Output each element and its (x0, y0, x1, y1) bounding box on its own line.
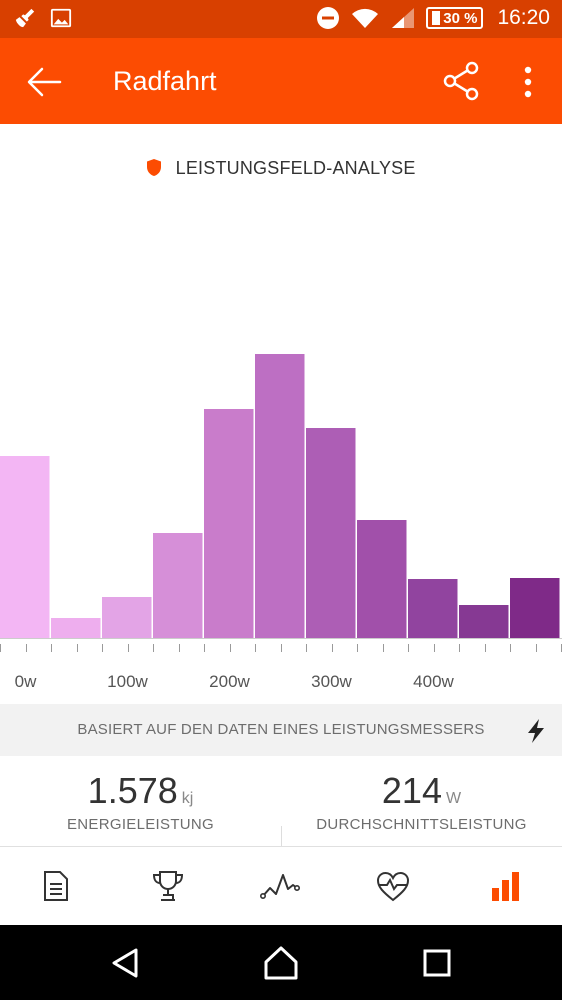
wifi-icon (352, 8, 379, 28)
heart-rate-icon (376, 871, 410, 902)
broom-icon (15, 8, 35, 28)
back-arrow-icon[interactable] (24, 62, 64, 102)
power-meter-note: BASIERT AUF DEN DATEN EINES LEISTUNGSMES… (77, 721, 485, 738)
histogram-bar (357, 520, 407, 638)
average-power-unit: W (445, 790, 462, 807)
chart-bars (0, 354, 560, 638)
activity-graph-icon (260, 874, 300, 899)
info-strip: BASIERT AUF DEN DATEN EINES LEISTUNGSMES… (0, 704, 562, 756)
x-tick-label: 400w (413, 672, 454, 691)
status-bar: 30 % 16:20 (0, 0, 562, 38)
histogram-bar (51, 618, 101, 638)
stats-panel: 1.578 kj ENERGIELEISTUNG 214 W DURCHSCHNIT… (0, 756, 562, 846)
chart-axis (0, 638, 562, 652)
energy-value: 1.578 (87, 770, 178, 811)
x-tick-label: 100w (107, 672, 148, 691)
tab-overview[interactable] (0, 847, 112, 925)
tab-power-analysis[interactable] (450, 847, 562, 925)
histogram-bar (459, 605, 509, 638)
app-bar: Radfahrt (0, 38, 562, 124)
histogram-bar (204, 409, 254, 638)
battery-indicator: 30 % (426, 7, 484, 29)
nav-home-icon[interactable] (261, 943, 301, 983)
histogram-bar (255, 354, 305, 638)
more-options-icon[interactable] (518, 64, 538, 100)
histogram-bar (306, 428, 356, 638)
chart-tick-labels: 0w 100w 200w 300w 400w (15, 672, 455, 691)
tab-bar (0, 847, 562, 925)
clock: 16:20 (497, 6, 550, 29)
energy-stat: 1.578 kj ENERGIELEISTUNG (0, 756, 281, 846)
histogram-bar (0, 456, 50, 638)
image-icon (50, 8, 72, 28)
shield-icon (147, 159, 162, 176)
do-not-disturb-icon (317, 7, 340, 29)
document-icon (44, 871, 68, 901)
signal-icon (392, 8, 415, 28)
system-navigation-bar (0, 925, 562, 1000)
histogram-bar (408, 579, 458, 638)
section-title: LEISTUNGSFELD-ANALYSE (175, 158, 416, 178)
section-heading: LEISTUNGSFELD-ANALYSE (0, 158, 562, 179)
histogram-bar (153, 533, 203, 638)
histogram-bar (102, 597, 152, 638)
tabbar-divider (0, 846, 562, 847)
nav-recents-icon[interactable] (417, 943, 457, 983)
power-distribution-chart: 0w 100w 200w 300w 400w (0, 354, 562, 691)
histogram-bar (510, 578, 560, 638)
battery-level: 30 % (443, 9, 478, 27)
stats-divider (281, 826, 282, 846)
nav-back-icon[interactable] (106, 943, 146, 983)
tab-achievements[interactable] (112, 847, 224, 925)
tab-heart-rate[interactable] (337, 847, 449, 925)
average-power-value: 214 (381, 770, 442, 811)
share-icon[interactable] (440, 60, 482, 102)
x-tick-label: 200w (209, 672, 250, 691)
tab-segments[interactable] (224, 847, 336, 925)
energy-label: ENERGIELEISTUNG (66, 816, 215, 833)
page-title: Radfahrt (113, 66, 217, 96)
average-power-stat: 214 W DURCHSCHNITTSLEISTUNG (281, 756, 562, 846)
average-power-label: DURCHSCHNITTSLEISTUNG (316, 816, 527, 833)
bar-chart-icon (492, 872, 519, 901)
energy-unit: kj (181, 790, 194, 807)
x-tick-label: 0w (15, 672, 37, 691)
trophy-icon (152, 871, 184, 901)
lightning-bolt-icon (528, 719, 544, 743)
x-tick-label: 300w (311, 672, 352, 691)
